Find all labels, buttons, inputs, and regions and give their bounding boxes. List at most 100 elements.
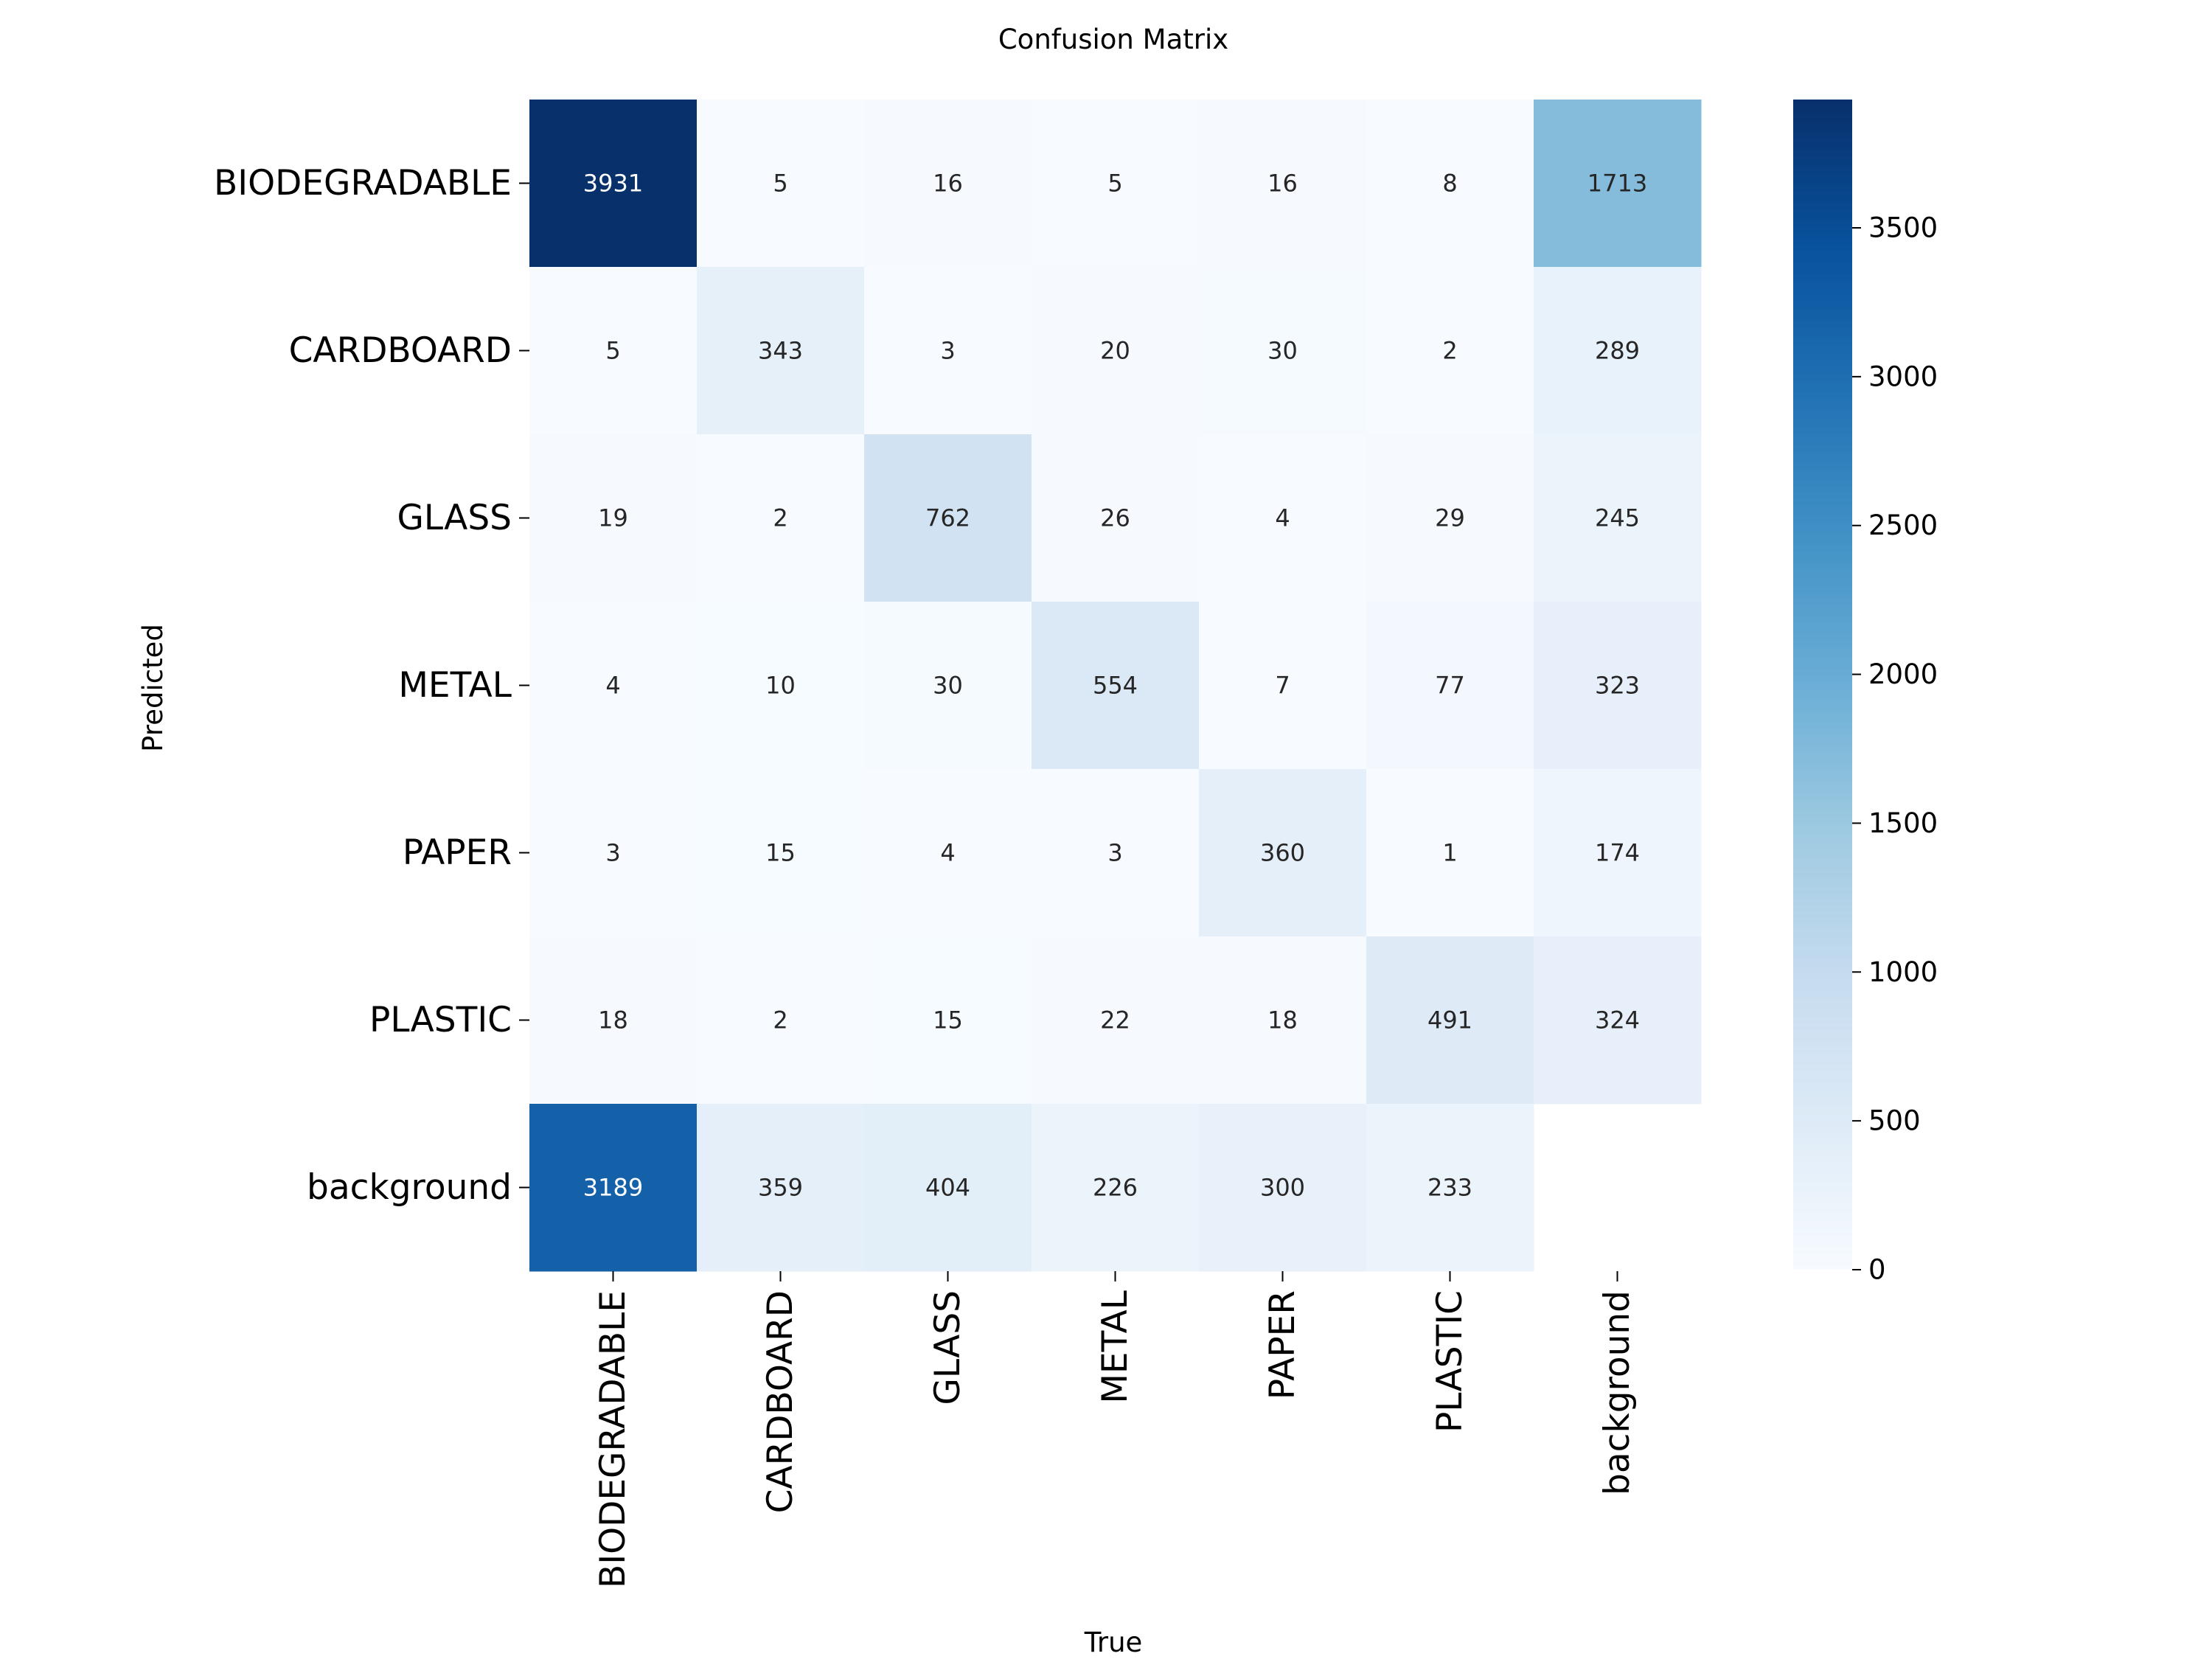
cell-value-label: 15 bbox=[765, 839, 796, 867]
cell-value-label: 3931 bbox=[583, 170, 643, 198]
heatmap-cell bbox=[1199, 1104, 1367, 1272]
heatmap-cells bbox=[529, 100, 1702, 1272]
cell-value-label: 226 bbox=[1093, 1174, 1138, 1202]
y-axis-label: Predicted bbox=[137, 624, 169, 752]
heatmap-cell bbox=[864, 936, 1032, 1105]
heatmap-cell bbox=[697, 936, 865, 1105]
cell-value-label: 233 bbox=[1427, 1174, 1472, 1202]
heatmap-cell bbox=[1199, 769, 1367, 937]
heatmap-cell bbox=[697, 100, 865, 268]
cell-value-label: 16 bbox=[933, 170, 963, 198]
heatmap-cell bbox=[864, 434, 1032, 602]
cell-value-label: 5 bbox=[1107, 170, 1122, 198]
cell-value-label: 3 bbox=[940, 337, 955, 365]
colorbar-tick-label: 3000 bbox=[1868, 361, 1938, 392]
heatmap-cell bbox=[529, 936, 698, 1105]
cell-value-label: 3 bbox=[1107, 839, 1122, 867]
cell-value-label: 19 bbox=[598, 504, 628, 532]
colorbar-tick-label: 2500 bbox=[1868, 509, 1938, 541]
colorbar bbox=[1793, 100, 1852, 1270]
cell-value-label: 554 bbox=[1093, 672, 1138, 700]
x-axis-label: True bbox=[1084, 1627, 1143, 1658]
cell-value-label: 15 bbox=[933, 1006, 963, 1034]
colorbar-tick-label: 1000 bbox=[1868, 956, 1938, 988]
colorbar-tick-label: 0 bbox=[1868, 1254, 1886, 1286]
cell-value-label: 4 bbox=[940, 839, 955, 867]
heatmap-cell bbox=[697, 602, 865, 770]
y-tick-label: PLASTIC bbox=[369, 1000, 512, 1040]
y-tick-label: GLASS bbox=[397, 498, 512, 538]
chart-title: Confusion Matrix bbox=[998, 24, 1228, 55]
x-tick-label: PAPER bbox=[1262, 1290, 1303, 1399]
heatmap-cell bbox=[529, 100, 698, 268]
cell-value-label: 10 bbox=[765, 672, 796, 700]
x-tick-label: CARDBOARD bbox=[760, 1290, 801, 1513]
heatmap-cell bbox=[697, 769, 865, 937]
cell-value-label: 29 bbox=[1435, 504, 1465, 532]
heatmap-cell bbox=[1534, 769, 1702, 937]
heatmap-cell bbox=[1199, 434, 1367, 602]
cell-value-label: 343 bbox=[758, 337, 803, 365]
cell-value-label: 324 bbox=[1595, 1006, 1640, 1034]
heatmap-cell bbox=[1032, 936, 1200, 1105]
heatmap-cell bbox=[529, 769, 698, 937]
heatmap-cell bbox=[1032, 434, 1200, 602]
cell-value-label: 404 bbox=[925, 1174, 970, 1202]
heatmap-cell bbox=[1534, 936, 1702, 1105]
cell-value-label: 245 bbox=[1595, 504, 1640, 532]
cell-value-label: 8 bbox=[1442, 170, 1457, 198]
cell-value-label: 2 bbox=[1442, 337, 1457, 365]
cell-value-label: 3189 bbox=[583, 1174, 643, 1202]
heatmap-cell bbox=[1199, 936, 1367, 1105]
cell-value-label: 174 bbox=[1595, 839, 1640, 867]
y-tick-label: METAL bbox=[398, 665, 512, 706]
x-tick-label: PLASTIC bbox=[1430, 1290, 1470, 1433]
y-tick-label: CARDBOARD bbox=[289, 330, 512, 371]
heatmap-cell bbox=[697, 434, 865, 602]
cell-value-label: 7 bbox=[1275, 672, 1290, 700]
cell-value-label: 323 bbox=[1595, 672, 1640, 700]
y-tick-label: BIODEGRADABLE bbox=[214, 163, 512, 204]
heatmap-cell bbox=[864, 100, 1032, 268]
cell-value-label: 30 bbox=[933, 672, 963, 700]
colorbar-ticks: 0 500 1000 1500 2000 2500 3000 3500 bbox=[1852, 212, 1938, 1286]
heatmap-cell bbox=[1032, 100, 1200, 268]
cell-value-label: 4 bbox=[605, 672, 620, 700]
heatmap-cell bbox=[529, 602, 698, 770]
cell-value-label: 359 bbox=[758, 1174, 803, 1202]
heatmap-cell bbox=[864, 769, 1032, 937]
heatmap-cell bbox=[1366, 267, 1534, 435]
x-tick-label: BIODEGRADABLE bbox=[593, 1290, 633, 1588]
cell-value-label: 300 bbox=[1260, 1174, 1305, 1202]
x-tick-label: GLASS bbox=[928, 1290, 968, 1405]
heatmap-cell bbox=[864, 267, 1032, 435]
heatmap-cell bbox=[864, 1104, 1032, 1272]
heatmap-cell bbox=[1032, 1104, 1200, 1272]
x-tick-label: METAL bbox=[1095, 1290, 1135, 1404]
heatmap-cell bbox=[864, 602, 1032, 770]
cell-value-label: 26 bbox=[1100, 504, 1130, 532]
heatmap-cell bbox=[1199, 100, 1367, 268]
heatmap-cell bbox=[1534, 267, 1702, 435]
cell-value-label: 2 bbox=[773, 1006, 787, 1034]
cell-value-label: 4 bbox=[1275, 504, 1290, 532]
y-tick-label: background bbox=[307, 1167, 512, 1208]
cell-value-label: 16 bbox=[1267, 170, 1298, 198]
y-axis-ticks: BIODEGRADABLE CARDBOARD GLASS METAL PAPER PLA… bbox=[214, 163, 529, 1208]
heatmap-cell bbox=[1534, 100, 1702, 268]
heatmap-cell bbox=[1366, 100, 1534, 268]
cell-value-label: 360 bbox=[1260, 839, 1305, 867]
cell-value-label: 18 bbox=[598, 1006, 628, 1034]
heatmap-cell bbox=[1032, 769, 1200, 937]
heatmap-cell bbox=[1366, 434, 1534, 602]
cell-value-label: 762 bbox=[925, 504, 970, 532]
heatmap-cell bbox=[1534, 434, 1702, 602]
heatmap-cell bbox=[1032, 602, 1200, 770]
x-axis-ticks: BIODEGRADABLE CARDBOARD GLASS METAL PAPER PLA… bbox=[593, 1271, 1638, 1588]
colorbar-tick-label: 2000 bbox=[1868, 658, 1938, 690]
heatmap-cell bbox=[529, 267, 698, 435]
cell-value-label: 18 bbox=[1267, 1006, 1298, 1034]
cell-value-label: 289 bbox=[1595, 337, 1640, 365]
heatmap-cell bbox=[529, 434, 698, 602]
